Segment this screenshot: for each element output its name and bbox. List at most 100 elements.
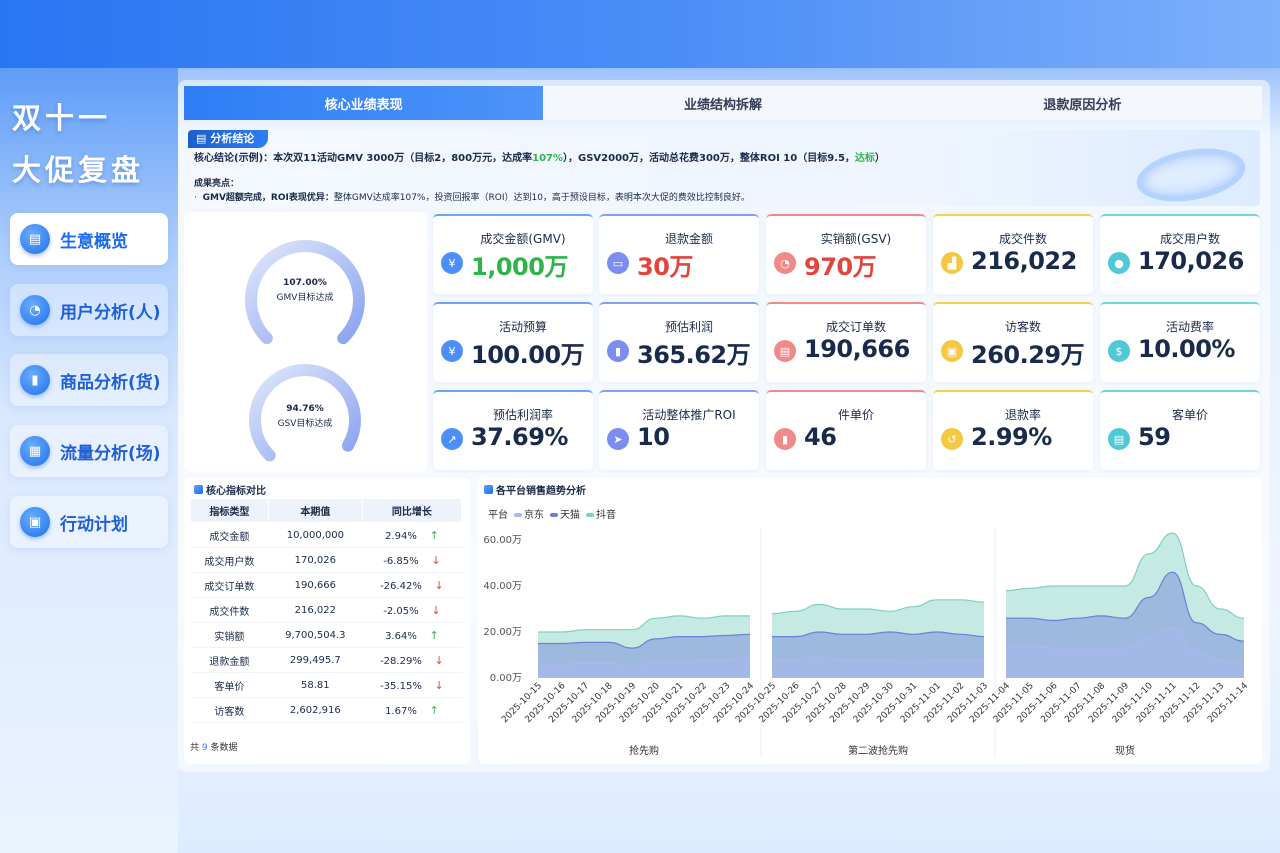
nav-item-product-analysis[interactable]: ▮ 商品分析(货) xyxy=(10,354,168,406)
line-series-京东 xyxy=(772,656,984,662)
legend-item-jd[interactable]: 京东 xyxy=(514,506,544,521)
kpi-card: 客单价 ▤ 59 xyxy=(1100,390,1260,470)
kpi-title: 活动费率 xyxy=(1165,320,1214,334)
visitor-icon: ▣ xyxy=(941,340,963,362)
legend-title: 平台 xyxy=(488,510,508,521)
kpi-title: 成交订单数 xyxy=(825,320,886,334)
arrow-down-icon: ↓ xyxy=(434,653,444,667)
table-row: 实销额 9,700,504.3 3.64% ↑ xyxy=(190,622,462,648)
y-tick-label: 60.00万 xyxy=(483,535,522,546)
legend-label: 抖音 xyxy=(596,510,616,521)
area-series-京东 xyxy=(772,657,984,678)
kpi-card: 活动费率 $10.00% xyxy=(1100,302,1260,382)
kpi-card: 预估利润率 ↗ 37.69% xyxy=(433,390,593,470)
kpi-value: 37.69% xyxy=(471,423,568,451)
area-series-天猫 xyxy=(772,632,984,678)
yoy-value: -2.05% xyxy=(383,605,419,617)
chart-legend: 平台 京东 天猫 抖音 xyxy=(488,506,616,521)
tab-core-performance[interactable]: 核心业绩表现 xyxy=(184,86,544,120)
line-series-天猫 xyxy=(1005,571,1245,642)
highlight-bullet: · xyxy=(194,193,197,203)
metric-value: 58.81 xyxy=(268,672,363,698)
area-series-抖音 xyxy=(1006,533,1244,678)
brand-line-2: 大促复盘 xyxy=(12,153,145,187)
metric-name: 成交件数 xyxy=(190,597,269,623)
money-bag-icon: $ xyxy=(1108,340,1130,362)
conclusion-main-prefix: 核心结论(示例)：本次双11活动GMV 3000万（目标2，800万元，达成率 xyxy=(194,153,533,164)
kpi-card: 活动预算 ¥100.00万 xyxy=(433,302,593,382)
metric-value: 190,666 xyxy=(268,572,363,598)
line-series-抖音 xyxy=(771,599,985,615)
kpi-value: 260.29万 xyxy=(971,341,1085,369)
chart-title: 各平台销售趋势分析 xyxy=(484,482,586,497)
legend-item-douyin[interactable]: 抖音 xyxy=(586,506,616,521)
gauge-arc xyxy=(249,364,361,462)
kpi-value: 10 xyxy=(637,423,670,451)
line-series-京东 xyxy=(538,657,751,668)
kpi-value: 1,000万 xyxy=(471,253,568,281)
table-title-text: 核心指标对比 xyxy=(206,486,266,497)
conclusion-tag-label: 分析结论 xyxy=(210,132,255,145)
nav-item-action-plan[interactable]: ▣ 行动计划 xyxy=(10,496,168,548)
yoy-value: -6.85% xyxy=(383,555,419,567)
yoy-value: 2.94% xyxy=(385,530,417,542)
metric-value: 216,022 xyxy=(268,597,363,623)
nav-item-user-analysis[interactable]: ◔ 用户分析(人) xyxy=(10,284,168,336)
brand-line-1: 双十一 xyxy=(12,101,112,135)
kpi-card: 实销额(GSV) ◔ 970万 xyxy=(766,214,926,294)
kpi-card: 件单价 ▮ 46 xyxy=(766,390,926,470)
metric-name: 实销额 xyxy=(190,622,269,648)
footer-prefix: 共 xyxy=(190,743,200,753)
metric-yoy: -6.85% ↓ xyxy=(362,547,462,573)
legend-label: 京东 xyxy=(524,510,544,521)
kpi-title: 活动整体推广ROI xyxy=(642,408,736,422)
kpi-value: 59 xyxy=(1138,423,1171,451)
tab-performance-structure[interactable]: 业绩结构拆解 xyxy=(543,86,903,120)
nav-label: 行动计划 xyxy=(60,514,128,535)
arrow-down-icon: ↓ xyxy=(434,578,444,592)
panel-label: 现货 xyxy=(1115,744,1135,757)
top-banner xyxy=(0,0,1280,68)
kpi-title: 预估利润率 xyxy=(492,408,553,422)
tab-refund-reasons[interactable]: 退款原因分析 xyxy=(902,86,1262,120)
metric-name: 成交金额 xyxy=(190,522,269,548)
bar-chart-icon: ▮ xyxy=(774,428,796,450)
kpi-value: 216,022 xyxy=(971,247,1077,275)
y-tick-label: 40.00万 xyxy=(483,581,522,592)
bar-chart-icon: ▮ xyxy=(607,340,629,362)
kpi-value: 970万 xyxy=(804,253,877,281)
panel-marker-icon xyxy=(194,485,203,494)
calendar-icon: ▣ xyxy=(20,507,50,537)
kpi-card: 预估利润 ▮ 365.62万 xyxy=(599,302,759,382)
kpi-card: 成交用户数 ● 170,026 xyxy=(1100,214,1260,294)
line-series-抖音 xyxy=(537,615,750,633)
kpi-title: 成交件数 xyxy=(998,232,1047,246)
kpi-title: 活动预算 xyxy=(498,320,547,334)
arrow-down-icon: ↓ xyxy=(434,678,444,692)
trend-icon: ↗ xyxy=(441,428,463,450)
table-header: 指标类型 xyxy=(190,498,269,523)
gmv-gauge-label: GMV目标达成 xyxy=(276,293,334,303)
user-icon: ● xyxy=(1108,252,1130,274)
table-row: 成交件数 216,022 -2.05% ↓ xyxy=(190,597,462,623)
nav-item-traffic-analysis[interactable]: ▦ 流量分析(场) xyxy=(10,425,168,477)
metric-name: 成交订单数 xyxy=(190,572,269,598)
legend-swatch xyxy=(550,513,558,517)
order-icon: ▤ xyxy=(774,340,796,362)
highlight-title: 成果亮点： xyxy=(194,179,240,189)
y-tick-label: 0.00万 xyxy=(490,673,522,684)
refund-icon: ↺ xyxy=(941,428,963,450)
metric-yoy: 3.64% ↑ xyxy=(362,622,462,648)
nav-item-business-overview[interactable]: ▤ 生意概览 xyxy=(10,213,168,265)
legend-item-tmall[interactable]: 天猫 xyxy=(550,506,580,521)
kpi-card: 退款率 ↺ 2.99% xyxy=(933,390,1093,470)
metric-value: 170,026 xyxy=(268,547,363,573)
kpi-value: 365.62万 xyxy=(637,341,751,369)
metric-value: 9,700,504.3 xyxy=(268,622,363,648)
kpi-title: 实销额(GSV) xyxy=(820,232,892,246)
kpi-value: 190,666 xyxy=(804,335,910,363)
highlight-text: · GMV超额完成，ROI表现优异：整体GMV达成率107%，投资回报率（ROI… xyxy=(194,190,750,203)
kpi-title: 退款金额 xyxy=(664,232,713,246)
panel-marker-icon xyxy=(484,485,493,494)
yoy-value: -28.29% xyxy=(380,655,422,667)
